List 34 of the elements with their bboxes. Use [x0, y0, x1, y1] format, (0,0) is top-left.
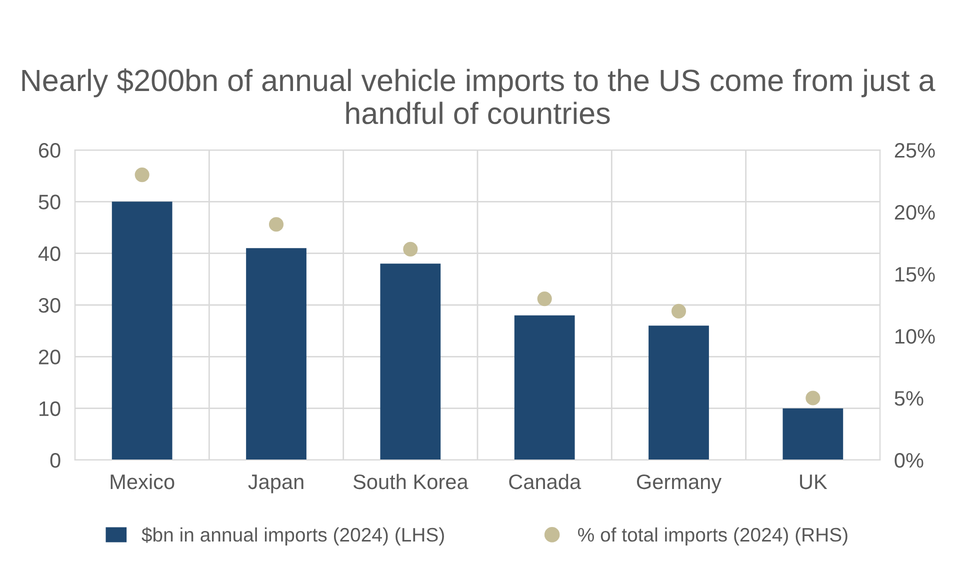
- y2-tick-label: 0%: [894, 453, 924, 468]
- point: [671, 304, 686, 318]
- point: [134, 168, 150, 182]
- point: [537, 292, 552, 306]
- y2-tick-label: 15%: [895, 267, 935, 282]
- y-tick-label: 20: [38, 350, 60, 364]
- point: [403, 242, 418, 256]
- bar: [112, 202, 172, 460]
- point: [268, 217, 284, 232]
- bar: [380, 264, 441, 460]
- y-tick-label: 10: [40, 401, 60, 416]
- y2-tick-label: 20%: [894, 205, 935, 220]
- bar: [648, 326, 709, 460]
- point: [806, 390, 820, 406]
- y-tick-label: 0: [50, 453, 60, 468]
- y-tick-label: 40: [38, 246, 60, 262]
- x-tick-label: South Korea: [353, 474, 468, 490]
- y-tick-label: 60: [39, 143, 60, 158]
- y-tick-label: 50: [38, 194, 60, 210]
- x-tick-label: UK: [800, 474, 828, 490]
- y2-tick-label: 10%: [895, 329, 935, 344]
- bar: [246, 248, 306, 460]
- x-tick-label: Canada: [509, 474, 582, 490]
- chart-title: Nearly $200bn of annual vehicle imports to the US come from just a handful of countries: [22, 68, 936, 124]
- bar: [782, 408, 844, 460]
- x-tick-label: Germany: [636, 474, 722, 494]
- y2-tick-label: 5%: [894, 391, 924, 406]
- x-tick-label: Japan: [248, 474, 304, 494]
- legend-label: % of total imports (2024) (RHS): [578, 527, 848, 546]
- x-tick-label: Mexico: [110, 474, 174, 490]
- legend-label: $bn in annual imports (2024) (LHS): [142, 527, 444, 546]
- y2-tick-label: 25%: [894, 143, 935, 158]
- bar: [514, 315, 575, 460]
- y-tick-label: 30: [38, 298, 60, 313]
